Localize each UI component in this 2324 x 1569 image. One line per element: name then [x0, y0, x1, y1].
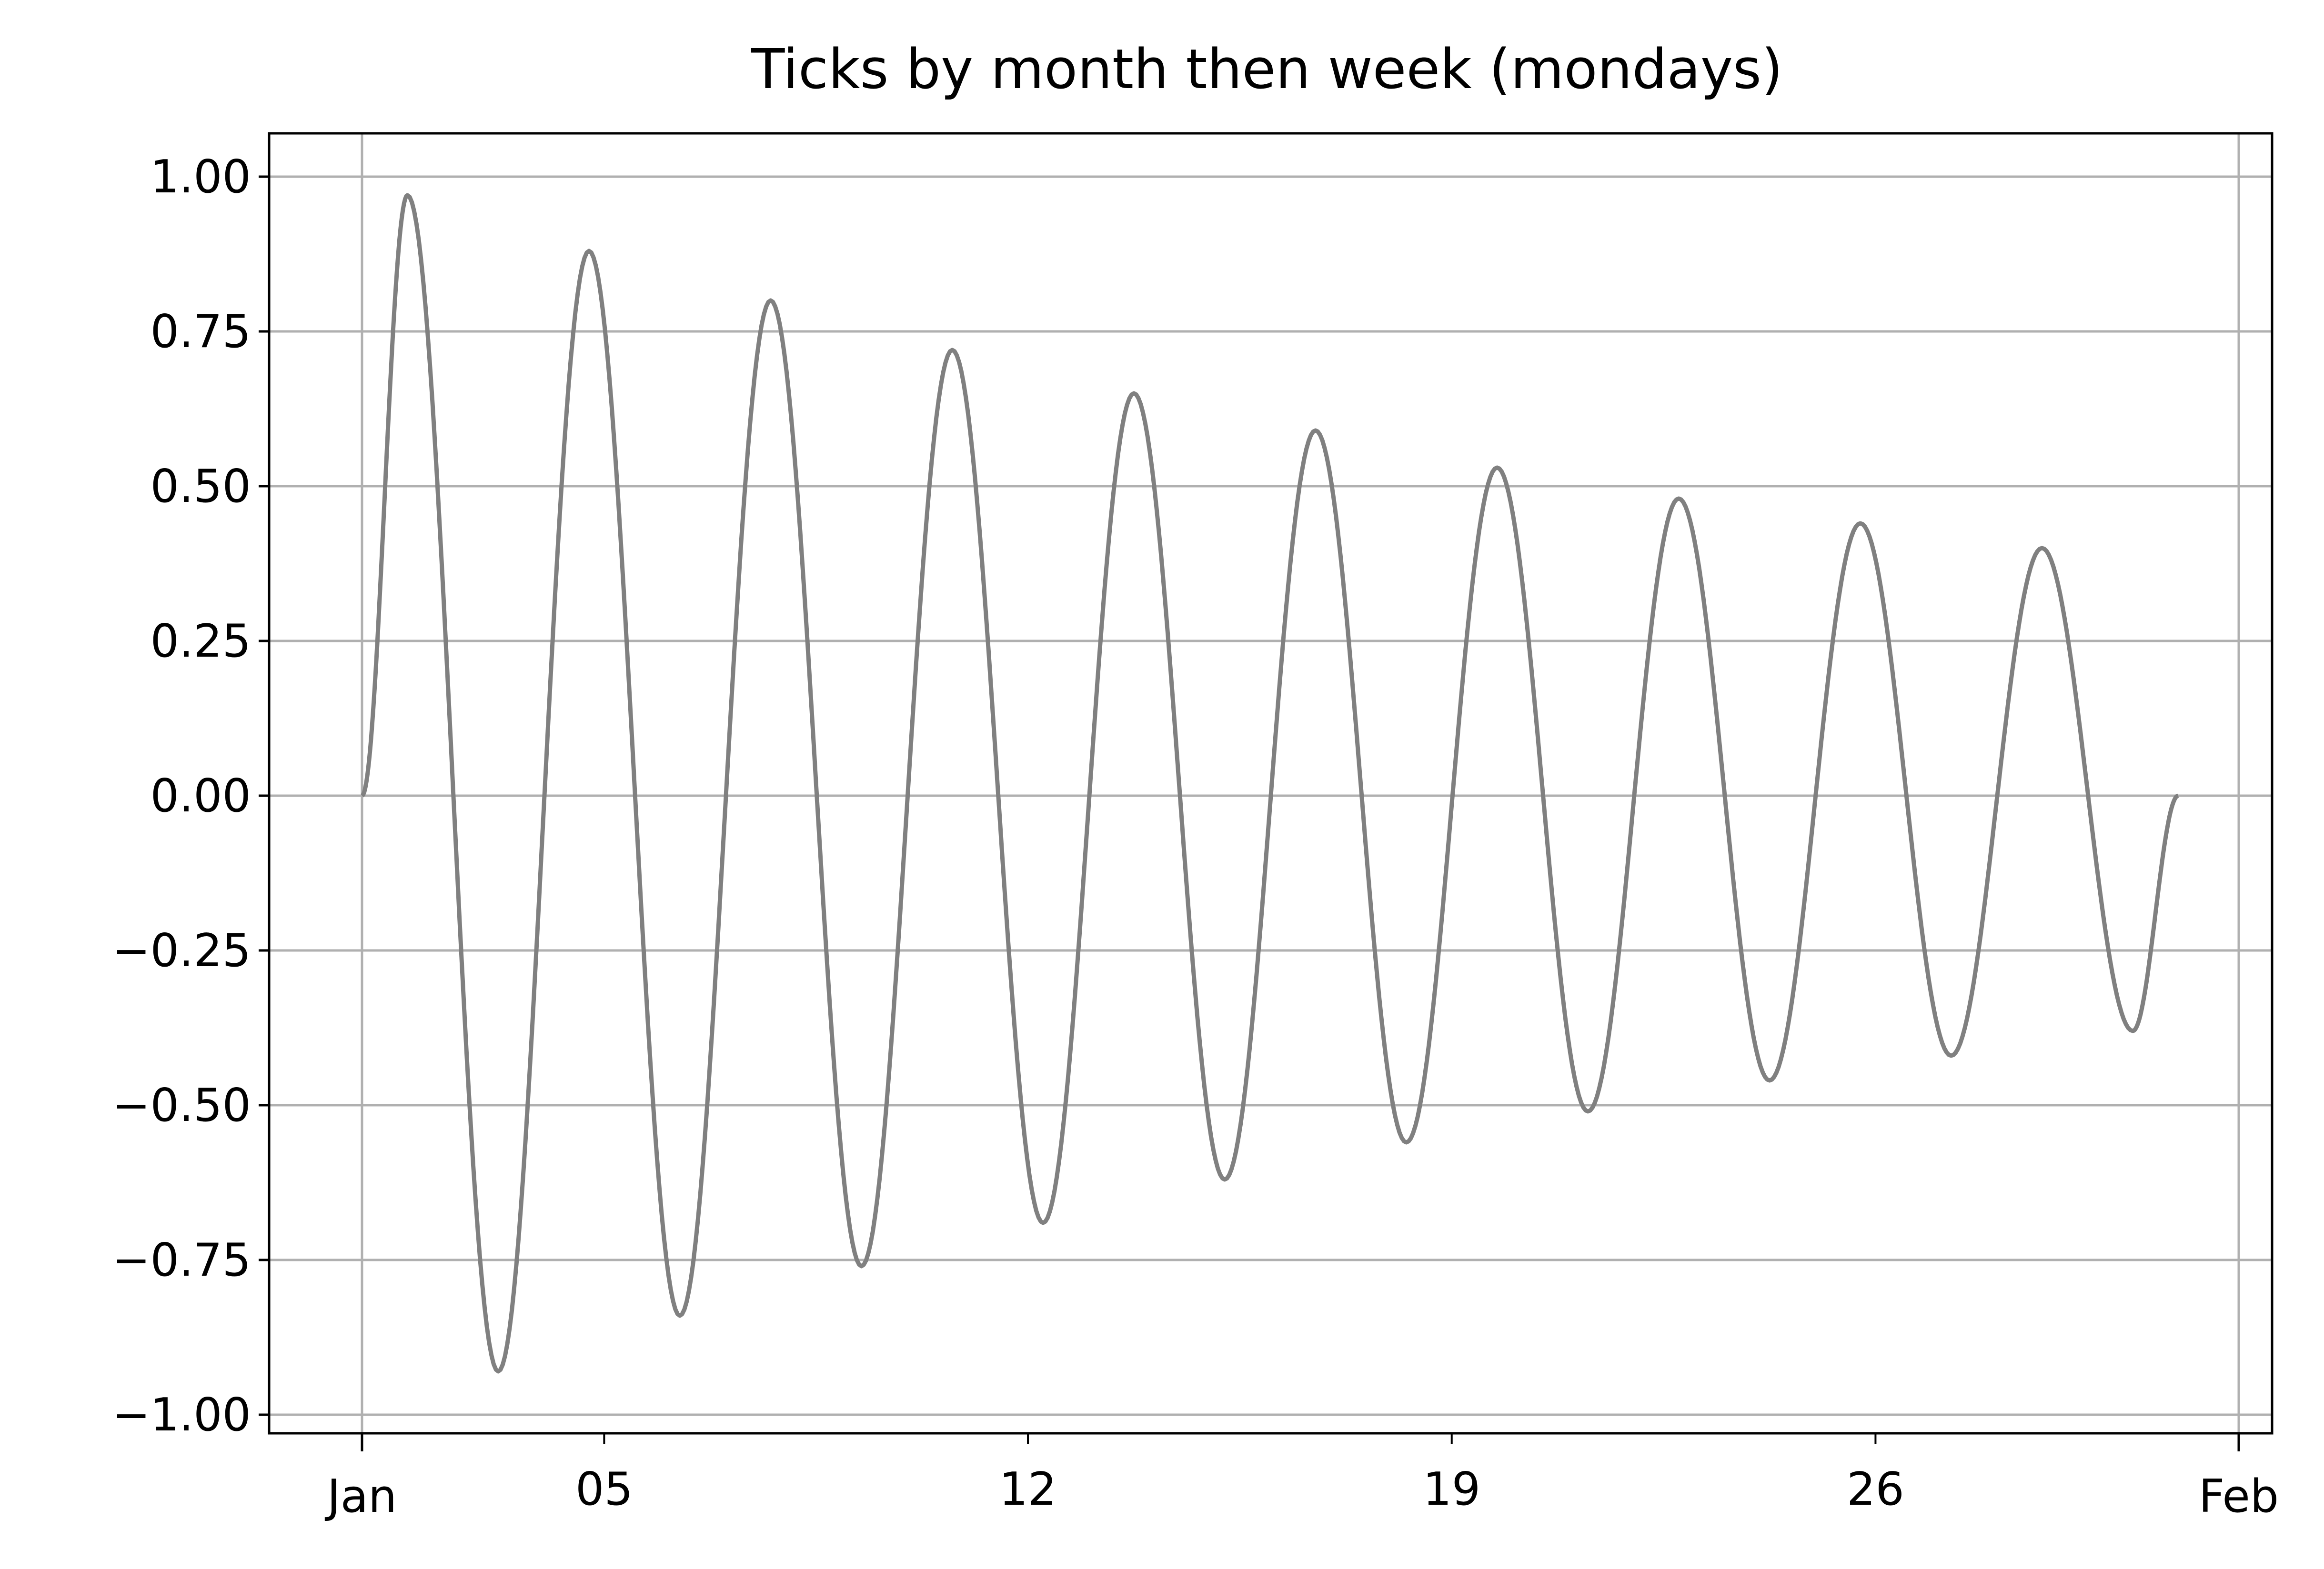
- y-tick-label: 0.50: [150, 460, 251, 513]
- y-tick-label: −0.25: [112, 925, 251, 977]
- plot-area: [268, 132, 2274, 1435]
- y-axis: 1.00 0.75 0.50 0.25 0.00 −0.25 −0.50 −0.75 −1.00: [112, 151, 269, 1441]
- plot-frame: [268, 132, 2274, 1435]
- y-tick-label: −0.75: [112, 1234, 251, 1287]
- y-tick-label: 0.25: [150, 615, 251, 668]
- x-major-tick-label: Jan: [325, 1470, 397, 1523]
- y-tick-label: 1.00: [150, 151, 251, 203]
- y-tick-label: 0.75: [150, 306, 251, 358]
- x-minor-tick-label: 05: [575, 1463, 633, 1516]
- y-tick-label: −0.50: [112, 1079, 251, 1132]
- x-minor-tick-label: 12: [999, 1463, 1057, 1516]
- series-line: [361, 193, 2179, 1374]
- x-axis: Jan Feb 05 12 19 26: [325, 1433, 2279, 1523]
- x-minor-tick-label: 19: [1423, 1463, 1480, 1516]
- chart-title: Ticks by month then week (mondays): [751, 38, 1783, 101]
- x-minor-tick-label: 26: [1847, 1463, 1904, 1516]
- y-tick-label: 0.00: [150, 770, 251, 822]
- series-layer: [361, 193, 2179, 1374]
- y-tick-label: −1.00: [112, 1389, 251, 1441]
- x-major-tick-label: Feb: [2199, 1470, 2279, 1523]
